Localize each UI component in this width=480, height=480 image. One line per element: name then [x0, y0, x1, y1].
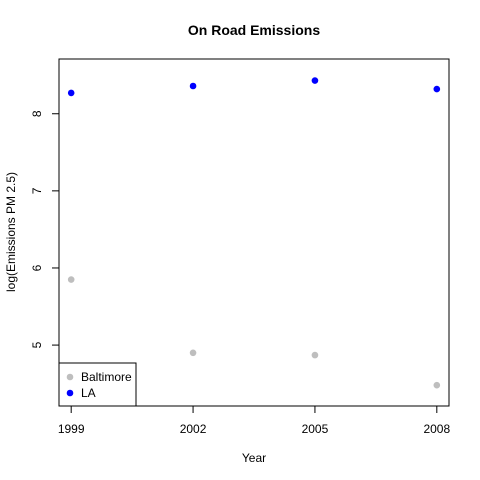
data-point-baltimore — [189, 349, 197, 357]
data-point-la — [433, 85, 441, 93]
legend: Baltimore LA — [58, 362, 137, 407]
legend-label: LA — [81, 386, 96, 400]
legend-box — [58, 362, 137, 407]
y-tick-label: 7 — [30, 187, 44, 194]
data-point-la — [189, 82, 197, 90]
y-tick-label: 6 — [30, 264, 44, 271]
data-point-baltimore — [433, 381, 441, 389]
legend-label: Baltimore — [81, 370, 132, 384]
y-tick-label: 8 — [30, 110, 44, 117]
data-point-baltimore — [311, 351, 319, 359]
data-point-baltimore — [67, 276, 75, 283]
chart-title: On Road Emissions — [188, 22, 320, 38]
x-tick-label: 1999 — [58, 422, 85, 436]
legend-marker — [66, 373, 74, 381]
legend-marker — [66, 389, 74, 397]
data-points — [67, 77, 441, 389]
x-tick-label: 2008 — [423, 422, 450, 436]
y-tick-label: 5 — [30, 341, 44, 348]
x-tick-label: 2005 — [302, 422, 329, 436]
plot-frame — [58, 58, 450, 407]
y-axis: 5 6 7 8 — [30, 110, 59, 348]
x-axis-label: Year — [242, 451, 266, 465]
x-tick-label: 2002 — [180, 422, 207, 436]
y-axis-label: log(Emissions PM 2.5) — [4, 172, 18, 292]
x-axis: 1999 2002 2005 2008 — [58, 406, 450, 436]
data-point-la — [67, 89, 75, 97]
data-point-la — [311, 77, 319, 84]
